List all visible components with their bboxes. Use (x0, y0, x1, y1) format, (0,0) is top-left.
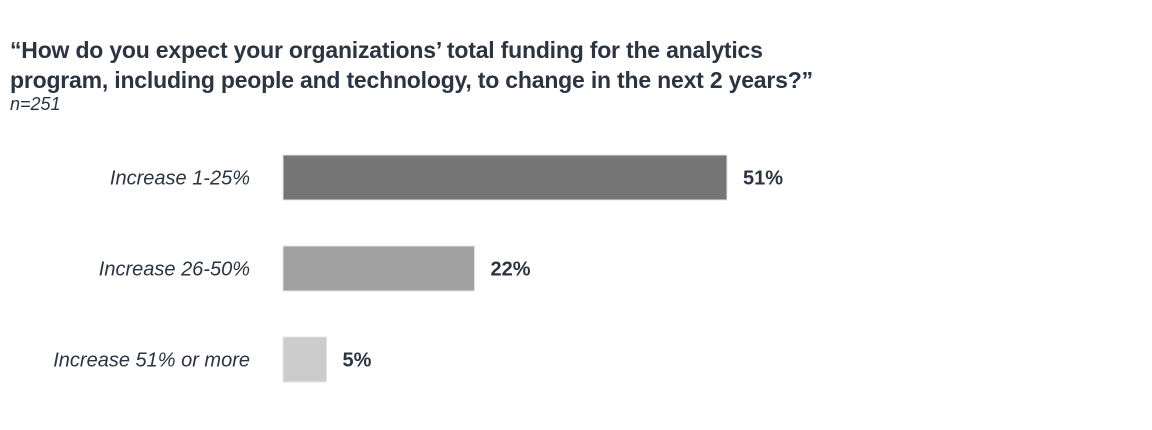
chart-title-line: program, including people and technology… (10, 67, 813, 93)
category-label: Increase 26-50% (99, 259, 250, 281)
chart-title: “How do you expect your organizations’ t… (10, 35, 813, 95)
chart-title-line: “How do you expect your organizations’ t… (10, 37, 763, 63)
data-label: 51% (743, 168, 783, 190)
data-label: 5% (343, 350, 372, 372)
data-label: 22% (491, 259, 531, 281)
sample-size: n=251 (10, 94, 61, 114)
category-label: Increase 51% or more (53, 350, 250, 372)
bar (282, 154, 728, 201)
bar (282, 336, 328, 383)
bar (282, 245, 476, 292)
category-label: Increase 1-25% (110, 168, 250, 190)
